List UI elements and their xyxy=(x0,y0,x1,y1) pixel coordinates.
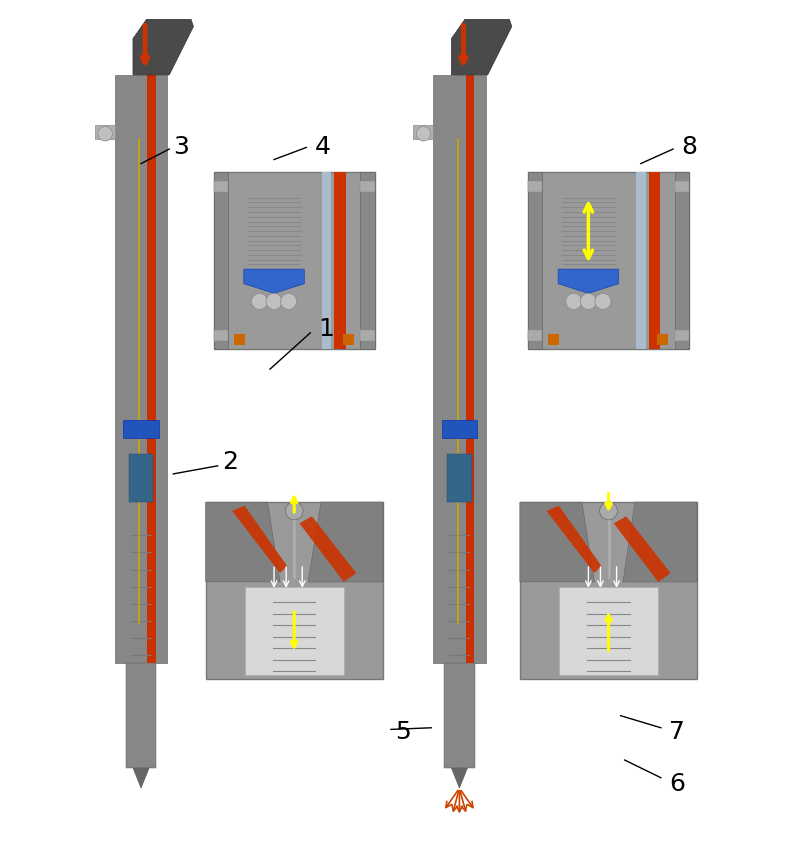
Bar xyxy=(95,125,114,139)
Text: 6: 6 xyxy=(669,772,685,796)
Bar xyxy=(322,172,331,349)
Polygon shape xyxy=(451,0,512,75)
Bar xyxy=(466,35,474,663)
Bar xyxy=(360,330,375,341)
Polygon shape xyxy=(300,516,356,582)
Bar xyxy=(129,454,153,502)
Bar xyxy=(675,172,689,349)
Circle shape xyxy=(600,502,617,520)
Bar xyxy=(528,330,542,341)
Polygon shape xyxy=(206,502,280,582)
Bar xyxy=(675,330,689,341)
Polygon shape xyxy=(133,0,193,75)
Bar xyxy=(434,75,485,663)
Text: 2: 2 xyxy=(222,450,238,474)
Text: 7: 7 xyxy=(669,720,685,744)
Circle shape xyxy=(98,126,112,141)
Bar xyxy=(214,180,228,192)
Bar xyxy=(442,420,477,438)
Polygon shape xyxy=(546,506,601,573)
Polygon shape xyxy=(520,502,594,582)
Polygon shape xyxy=(133,768,149,788)
Circle shape xyxy=(580,293,596,309)
Bar xyxy=(528,172,542,349)
Polygon shape xyxy=(623,502,697,582)
Circle shape xyxy=(285,502,303,520)
Circle shape xyxy=(595,293,611,309)
Bar xyxy=(360,172,375,349)
Bar xyxy=(548,334,559,345)
Bar xyxy=(214,172,375,349)
Bar xyxy=(675,180,689,192)
Bar xyxy=(559,587,659,675)
Bar xyxy=(447,454,472,502)
Bar xyxy=(214,172,228,349)
Bar xyxy=(636,172,646,349)
Polygon shape xyxy=(558,269,619,293)
Polygon shape xyxy=(232,506,287,573)
Bar xyxy=(214,330,228,341)
Polygon shape xyxy=(309,502,383,582)
Bar xyxy=(413,125,434,139)
Polygon shape xyxy=(451,768,467,788)
Bar xyxy=(444,663,475,768)
Bar xyxy=(126,663,156,768)
Text: 8: 8 xyxy=(681,136,697,159)
Bar xyxy=(123,420,159,438)
Bar xyxy=(528,172,689,349)
Circle shape xyxy=(416,126,430,141)
Text: 3: 3 xyxy=(173,136,189,159)
Bar xyxy=(528,180,542,192)
Bar xyxy=(649,172,660,349)
Bar xyxy=(147,35,156,663)
Circle shape xyxy=(251,293,268,309)
Text: 4: 4 xyxy=(314,136,330,159)
Bar xyxy=(520,502,697,679)
Bar xyxy=(206,502,383,679)
Bar xyxy=(360,180,375,192)
Text: 1: 1 xyxy=(318,317,334,341)
Polygon shape xyxy=(243,269,304,293)
Circle shape xyxy=(566,293,582,309)
Bar xyxy=(114,75,168,663)
Circle shape xyxy=(280,293,297,309)
Bar xyxy=(334,172,346,349)
Bar xyxy=(343,334,354,345)
Circle shape xyxy=(266,293,282,309)
Text: 5: 5 xyxy=(395,720,411,744)
Polygon shape xyxy=(614,516,671,582)
Bar xyxy=(657,334,668,345)
Bar xyxy=(234,334,245,345)
Bar xyxy=(244,587,344,675)
